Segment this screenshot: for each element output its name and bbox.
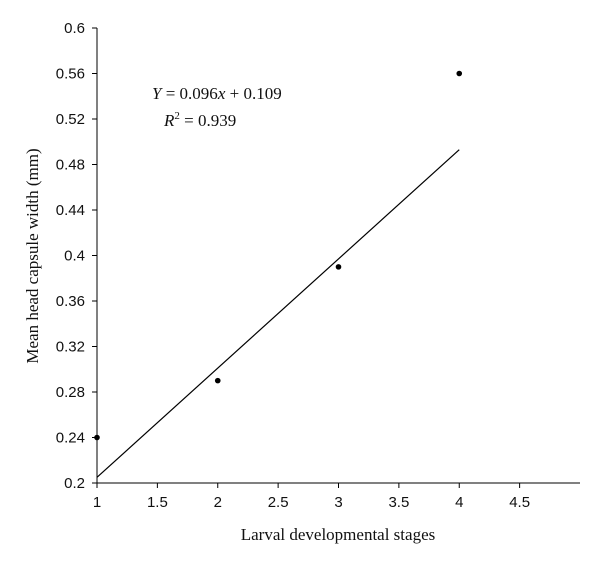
y-tick-label: 0.48 [56, 157, 85, 174]
x-tick-label: 3.5 [388, 494, 409, 511]
x-ticks: 1 1.5 2 2.5 3 3.5 4 4.5 [93, 483, 530, 511]
y-tick-label: 0.56 [56, 66, 85, 83]
x-tick-label: 1.5 [147, 494, 168, 511]
trendline-group [96, 149, 460, 478]
trendline [96, 149, 460, 478]
data-point [335, 264, 342, 270]
y-tick-label: 0.24 [56, 430, 85, 447]
data-points [94, 70, 463, 441]
x-tick-label: 4 [455, 494, 463, 511]
y-axis-title: Mean head capsule width (mm) [23, 148, 42, 363]
x-tick-label: 4.5 [509, 494, 530, 511]
data-point [214, 377, 221, 384]
x-axis-title: Larval developmental stages [241, 525, 435, 544]
y-tick-label: 0.52 [56, 111, 85, 128]
y-tick-label: 0.6 [64, 20, 85, 37]
data-point [456, 70, 463, 77]
x-tick-label: 3 [334, 494, 342, 511]
y-tick-label: 0.44 [56, 202, 85, 219]
y-tick-label: 0.36 [56, 293, 85, 310]
y-tick-label: 0.28 [56, 384, 85, 401]
y-tick-label: 0.4 [64, 248, 85, 265]
y-ticks: 0.2 0.24 0.28 0.32 0.36 0.4 0.44 0.48 0.52 0.56 0.… [56, 20, 97, 492]
x-tick-label: 1 [93, 494, 101, 511]
x-tick-label: 2 [214, 494, 222, 511]
data-point [94, 434, 100, 441]
regression-equation: Y = 0.096x + 0.109 [152, 84, 282, 103]
r-squared-label: R2 = 0.939 [163, 110, 236, 130]
x-tick-label: 2.5 [268, 494, 289, 511]
y-tick-label: 0.32 [56, 339, 85, 356]
y-tick-label: 0.2 [64, 475, 85, 492]
